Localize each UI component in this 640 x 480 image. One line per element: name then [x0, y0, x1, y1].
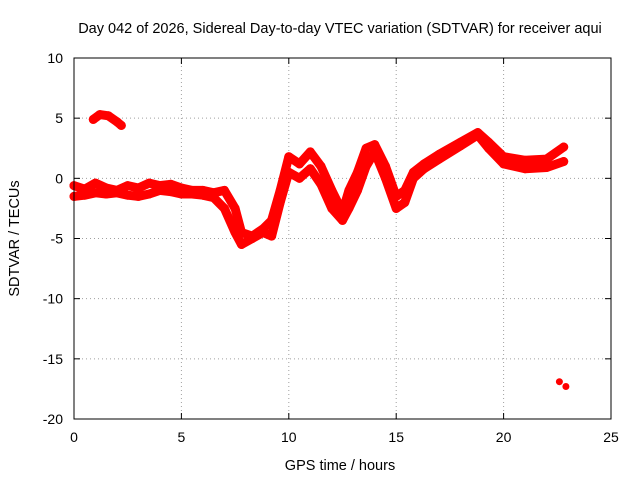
data-point — [284, 152, 294, 162]
x-tick-label: 5 — [178, 429, 186, 445]
data-point — [499, 159, 509, 169]
data-point — [542, 163, 552, 172]
data-point — [338, 215, 347, 225]
data-point — [123, 190, 133, 200]
data-point — [116, 120, 126, 130]
data-point — [237, 240, 246, 249]
x-axis-label: GPS time / hours — [285, 458, 395, 474]
data-point — [295, 159, 304, 169]
data-point — [353, 185, 362, 195]
data-point — [381, 173, 390, 183]
data-point — [144, 189, 154, 199]
y-tick-label: -20 — [43, 411, 63, 427]
data-point — [344, 185, 354, 195]
data-point — [473, 130, 483, 140]
data-point — [370, 140, 380, 150]
x-tick-label: 25 — [603, 429, 619, 445]
data-point — [155, 185, 165, 195]
data-point — [91, 188, 100, 198]
data-point — [344, 203, 354, 213]
data-point — [123, 181, 133, 191]
data-point — [391, 203, 401, 213]
data-point — [361, 143, 371, 153]
data-point — [434, 154, 444, 164]
y-tick-label: -5 — [51, 231, 64, 247]
data-point — [520, 155, 530, 165]
x-tick-label: 15 — [388, 429, 404, 445]
data-point — [520, 164, 530, 174]
data-point — [198, 190, 208, 200]
series-band-lower — [69, 130, 569, 249]
data-point — [316, 161, 326, 171]
data-point — [542, 154, 552, 164]
data-point — [316, 179, 326, 189]
data-point — [91, 178, 100, 188]
data-point — [95, 110, 105, 120]
y-axis-label: SDTVAR / TECUs — [7, 180, 23, 296]
x-tick-label: 10 — [281, 429, 297, 445]
data-point — [484, 143, 494, 153]
grid — [74, 58, 611, 419]
y-tick-label: 5 — [55, 110, 63, 126]
data-point — [370, 147, 380, 157]
data-point — [88, 114, 98, 124]
data-point — [133, 191, 143, 201]
series-point-late — [555, 378, 570, 390]
ticks: 0 5 10 15 20 25 -20 -15 -10 -5 0 5 10 — [43, 50, 619, 445]
data-point — [80, 190, 90, 200]
data-point — [419, 164, 429, 174]
x-tick-label: 20 — [496, 429, 512, 445]
data-point — [456, 141, 466, 151]
data-point — [209, 193, 219, 203]
data-point — [166, 179, 176, 189]
data-point — [101, 189, 111, 199]
y-tick-label: 10 — [47, 50, 63, 66]
data-point — [187, 189, 197, 199]
data-point — [562, 383, 570, 390]
data-point — [230, 203, 240, 213]
data-point — [295, 173, 304, 183]
data-point — [327, 203, 337, 213]
data-point — [559, 142, 569, 152]
data-point — [275, 197, 285, 207]
chart-title: Day 042 of 2026, Sidereal Day-to-day VTE… — [78, 21, 602, 37]
data-point — [559, 157, 569, 166]
data-point — [361, 161, 371, 171]
data-point — [230, 228, 240, 237]
data-point — [258, 228, 268, 237]
data-point — [284, 167, 294, 177]
data-point — [103, 111, 113, 121]
data-point — [144, 178, 154, 188]
x-tick-label: 0 — [70, 429, 78, 445]
data-point — [176, 189, 186, 199]
data-point — [305, 147, 315, 157]
data-point — [400, 197, 410, 207]
data-point — [247, 234, 257, 243]
y-tick-label: 0 — [55, 170, 63, 186]
data-point — [219, 203, 229, 213]
data-point — [555, 378, 563, 386]
y-tick-label: -15 — [43, 351, 63, 367]
data-point — [166, 187, 176, 197]
y-tick-label: -10 — [43, 291, 63, 307]
data-point — [408, 173, 418, 183]
data-point — [219, 185, 229, 195]
series-layer — [69, 110, 570, 390]
data-point — [112, 188, 122, 198]
series-arc-early — [88, 110, 126, 130]
data-point — [305, 164, 315, 174]
data-point — [267, 231, 277, 241]
data-point — [133, 183, 143, 193]
